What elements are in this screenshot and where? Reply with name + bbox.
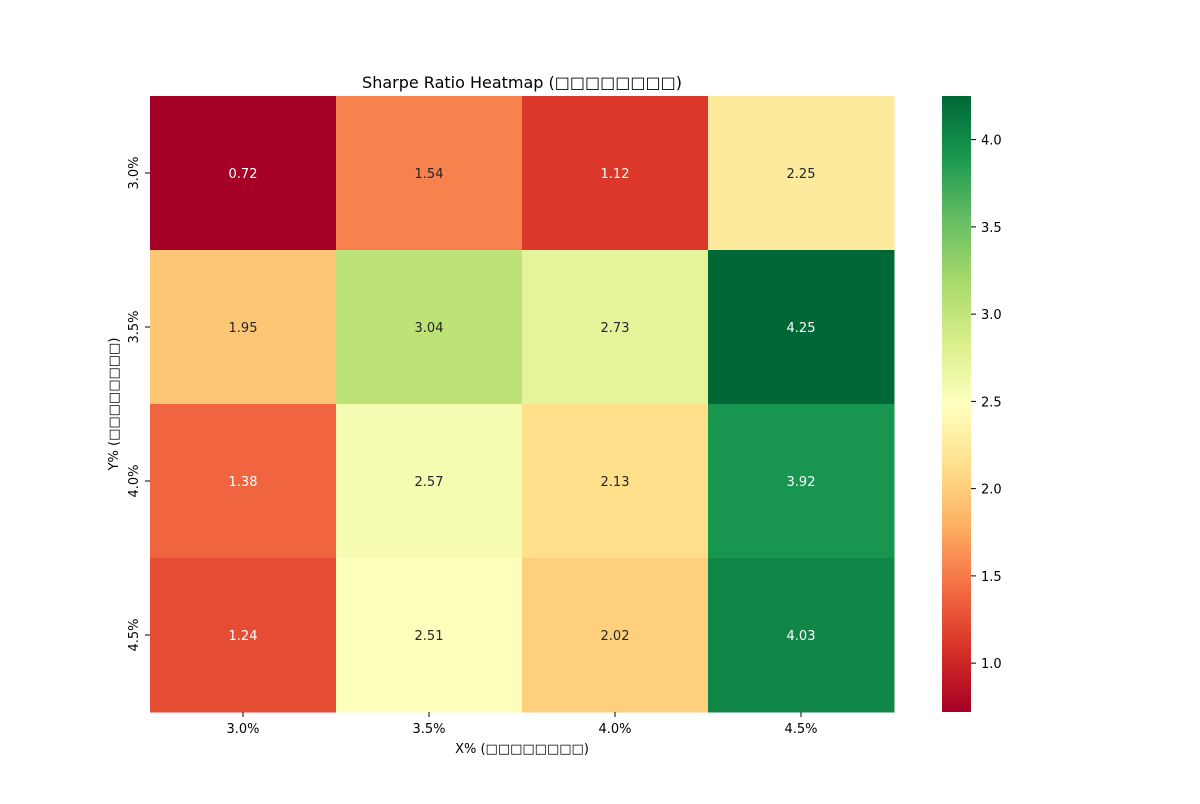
colorbar-gradient <box>942 96 971 712</box>
cell-value-label: 0.72 <box>229 167 258 182</box>
cell-value-label: 2.57 <box>415 475 444 490</box>
y-axis-label: Y% (□□□□□□□□) <box>107 338 122 472</box>
y-tick-label: 4.0% <box>127 464 142 497</box>
heatmap-cell <box>150 250 337 405</box>
x-tick-label: 3.0% <box>226 722 259 737</box>
heatmap-cell <box>708 96 895 251</box>
colorbar-tick-label: 3.5 <box>981 221 1002 236</box>
heatmap-cell <box>336 250 523 405</box>
y-tick-label: 3.5% <box>127 310 142 343</box>
cell-value-label: 1.54 <box>415 167 444 182</box>
heatmap-cell <box>708 558 895 713</box>
colorbar-tick-label: 2.0 <box>981 483 1002 498</box>
colorbar-tick-label: 3.0 <box>981 308 1002 323</box>
cell-value-label: 1.95 <box>229 321 258 336</box>
x-axis-label: X% (□□□□□□□□) <box>455 742 589 757</box>
heatmap-cell <box>522 250 709 405</box>
heatmap-cell <box>336 558 523 713</box>
colorbar-tick-label: 1.0 <box>981 657 1002 672</box>
cell-value-label: 3.04 <box>415 321 444 336</box>
cell-value-label: 1.38 <box>229 475 258 490</box>
cell-value-label: 2.73 <box>601 321 630 336</box>
colorbar-tick-label: 4.0 <box>981 134 1002 149</box>
cell-value-label: 2.25 <box>787 167 816 182</box>
heatmap-cell <box>336 404 523 559</box>
heatmap-cell <box>708 404 895 559</box>
heatmap-cells: 0.72 1.54 1.12 2.25 1.95 3.04 2.73 4.25 1.38 2.57… <box>150 96 895 713</box>
cell-value-label: 2.13 <box>601 475 630 490</box>
heatmap-cell <box>336 96 523 251</box>
x-tick-label: 4.5% <box>784 722 817 737</box>
y-tick-label: 4.5% <box>127 618 142 651</box>
heatmap-cell <box>522 404 709 559</box>
cell-value-label: 4.25 <box>787 321 816 336</box>
cell-value-label: 1.24 <box>229 629 258 644</box>
heatmap-cell <box>150 558 337 713</box>
heatmap-cell <box>522 96 709 251</box>
cell-value-label: 2.51 <box>415 629 444 644</box>
chart-title: Sharpe Ratio Heatmap (□□□□□□□□) <box>362 73 682 92</box>
cell-value-label: 3.92 <box>787 475 816 490</box>
colorbar: 1.0 1.5 2.0 2.5 3.0 3.5 4.0 <box>942 96 1002 712</box>
x-tick-label: 4.0% <box>598 722 631 737</box>
cell-value-label: 4.03 <box>787 629 816 644</box>
y-tick-label: 3.0% <box>127 156 142 189</box>
heatmap-cell <box>150 96 337 251</box>
cell-value-label: 2.02 <box>601 629 630 644</box>
heatmap-cell <box>708 250 895 405</box>
axis-ticks: 3.0% 3.5% 4.0% 4.5% 3.0% 3.5% 4.0% 4.5% <box>127 156 818 737</box>
colorbar-tick-label: 2.5 <box>981 395 1002 410</box>
x-tick-label: 3.5% <box>412 722 445 737</box>
heatmap-cell <box>522 558 709 713</box>
cell-value-label: 1.12 <box>601 167 630 182</box>
heatmap-cell <box>150 404 337 559</box>
colorbar-tick-label: 1.5 <box>981 570 1002 585</box>
